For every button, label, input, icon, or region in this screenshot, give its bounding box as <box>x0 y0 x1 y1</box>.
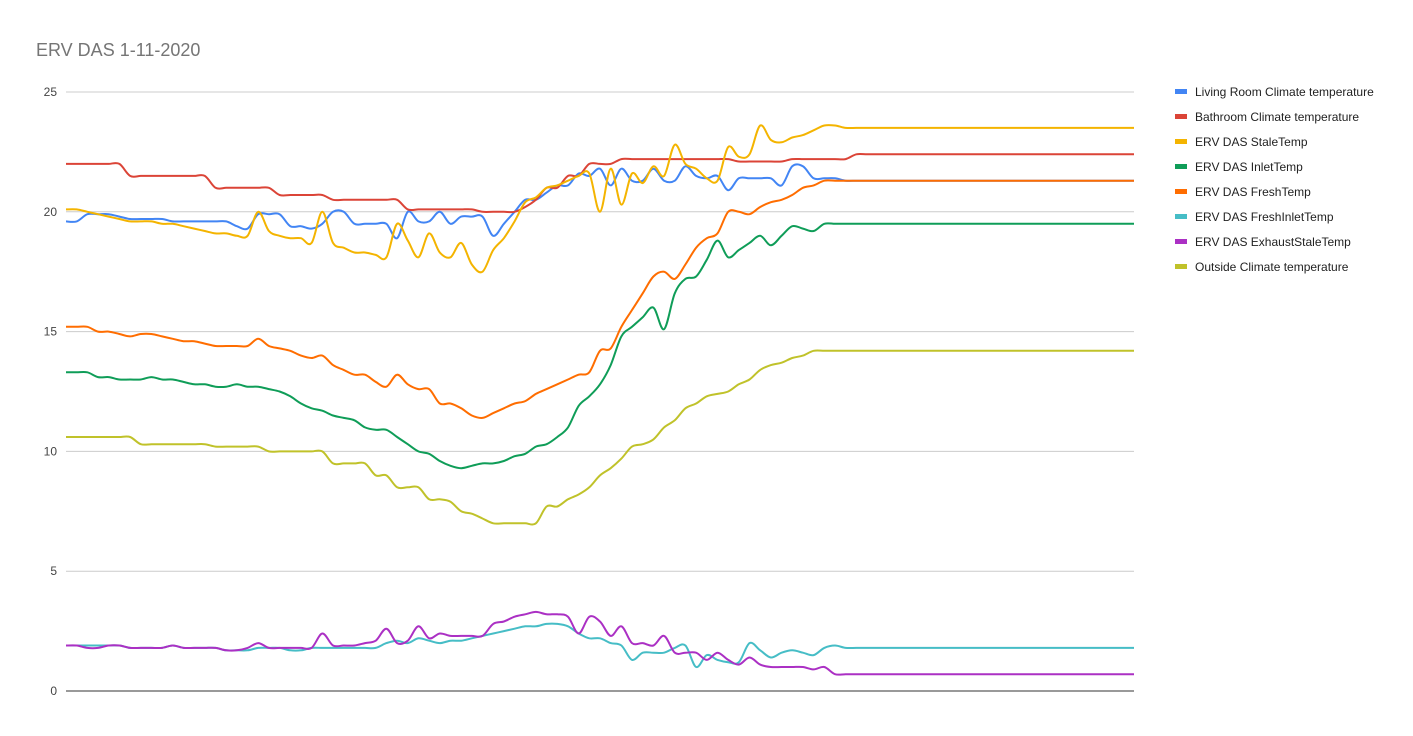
legend-label: ERV DAS FreshTemp <box>1195 185 1311 199</box>
series-line-1 <box>65 163 1134 240</box>
series-line-8 <box>66 349 1134 526</box>
y-tick-label: 5 <box>50 564 57 578</box>
legend-swatch <box>1175 189 1187 194</box>
series-line-7 <box>65 610 1134 676</box>
legend-label: ERV DAS FreshInletTemp <box>1195 210 1334 224</box>
legend-swatch <box>1175 264 1187 269</box>
legend-label: ERV DAS StaleTemp <box>1195 135 1308 149</box>
legend-swatch <box>1175 114 1187 119</box>
y-tick-label: 20 <box>44 205 58 219</box>
series-line-6 <box>66 622 1134 669</box>
legend-label: Outside Climate temperature <box>1195 260 1349 274</box>
legend-label: ERV DAS InletTemp <box>1195 160 1303 174</box>
legend-label: Bathroom Climate temperature <box>1195 110 1359 124</box>
y-tick-label: 0 <box>50 684 57 698</box>
legend: Living Room Climate temperature Bathroom … <box>1175 85 1374 274</box>
chart-title: ERV DAS 1-11-2020 <box>36 40 200 60</box>
series-line-2 <box>66 152 1134 214</box>
series-lines <box>65 124 1134 676</box>
legend-swatch <box>1175 139 1187 144</box>
legend-label: ERV DAS ExhaustStaleTemp <box>1195 235 1351 249</box>
series-line-3 <box>65 124 1134 274</box>
y-tick-label: 25 <box>44 85 58 99</box>
series-line-4 <box>66 222 1134 470</box>
gridlines <box>66 91 1134 572</box>
legend-swatch <box>1175 214 1187 219</box>
y-tick-label: 10 <box>44 444 58 458</box>
legend-swatch <box>1175 164 1187 169</box>
y-tick-label: 15 <box>44 325 58 339</box>
legend-swatch <box>1175 239 1187 244</box>
legend-swatch <box>1175 89 1187 94</box>
series-line-5 <box>66 179 1134 419</box>
y-axis-ticks: 0 5 10 15 20 25 <box>44 85 58 698</box>
legend-label: Living Room Climate temperature <box>1195 85 1374 99</box>
